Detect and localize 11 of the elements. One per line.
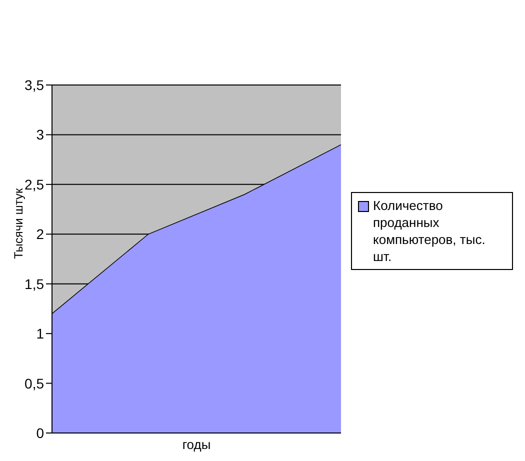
y-tick-label: 1	[36, 326, 44, 342]
y-tick-label: 2	[36, 226, 44, 242]
y-axis-title: Тысячи штук	[11, 188, 26, 259]
y-tick-label: 0,5	[24, 375, 44, 392]
y-tick-label: 2,5	[24, 176, 44, 192]
y-tick-label: 3	[36, 126, 44, 143]
y-tick-label: 0	[36, 424, 44, 441]
y-tick-label: 1,5	[24, 276, 44, 292]
legend-label: Количество проданных компьютеров, тыс. шт.	[373, 196, 486, 264]
x-axis-title: годы	[182, 437, 211, 452]
y-tick-label: 3,5	[24, 76, 44, 93]
